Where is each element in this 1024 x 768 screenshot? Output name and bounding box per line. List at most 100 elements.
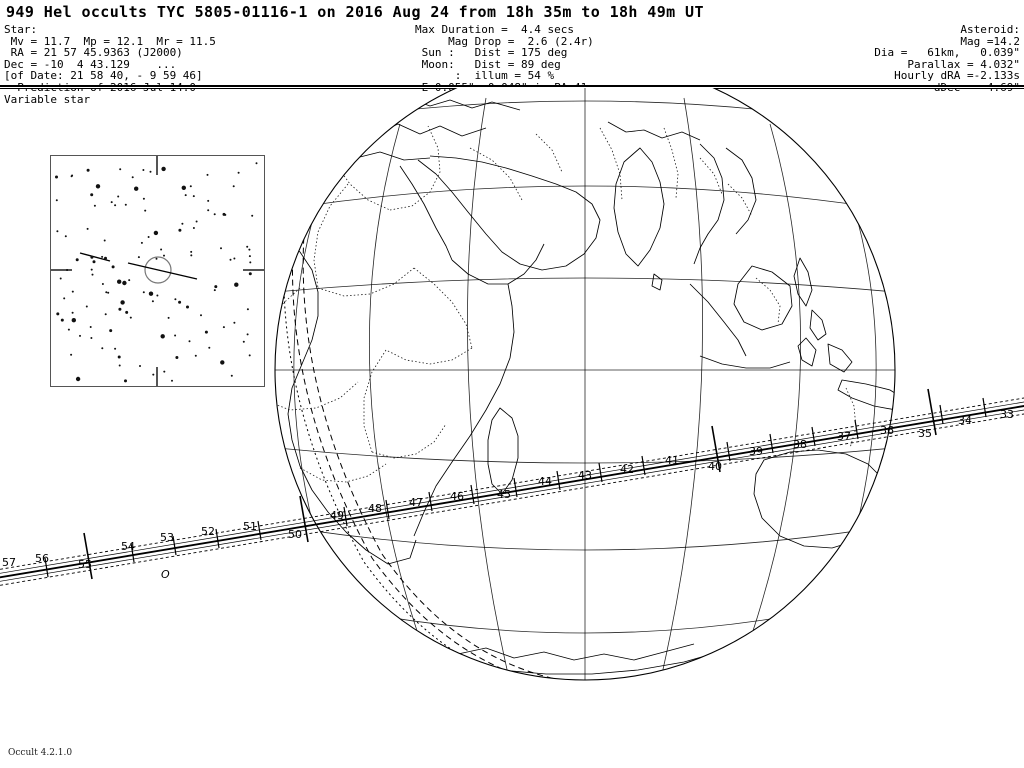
star-point	[60, 318, 64, 322]
path-minute-label: 46	[450, 490, 464, 503]
star-point	[171, 379, 173, 382]
star-point	[184, 194, 187, 197]
app-version-label: Occult 4.2.1.0	[8, 748, 73, 758]
star-point	[139, 365, 141, 367]
star-point	[174, 298, 177, 301]
star-point	[90, 337, 93, 339]
star-point	[152, 373, 155, 376]
star-point	[208, 346, 211, 349]
star-point	[148, 291, 154, 296]
path-minute-label: 52	[201, 525, 215, 538]
star-point	[214, 285, 218, 289]
finder-chart-inset	[50, 155, 265, 387]
path-minute-label: 49	[330, 509, 344, 522]
path-minute-label: 54	[121, 540, 135, 553]
path-minute-ticks	[44, 388, 987, 580]
star-point	[101, 347, 104, 350]
star-point	[178, 228, 182, 232]
star-point	[128, 279, 131, 282]
star-point	[129, 316, 132, 319]
star-point	[181, 185, 186, 190]
path-minute-label: 56	[35, 552, 49, 565]
star-point	[64, 235, 67, 238]
star-point	[59, 277, 62, 280]
star-point	[149, 170, 152, 173]
star-field	[55, 162, 258, 383]
star-point	[246, 333, 249, 336]
star-point	[246, 245, 249, 248]
star-point	[144, 209, 147, 212]
header: 949 Hel occults TYC 5805-01116-1 on 2016…	[0, 0, 1024, 93]
star-point	[56, 312, 60, 316]
path-minute-label: 35	[918, 427, 932, 440]
star-point	[90, 268, 93, 271]
star-point	[117, 355, 121, 359]
path-centre-line	[0, 405, 1024, 579]
star-point	[189, 185, 192, 188]
star-point	[118, 364, 121, 367]
star-point	[101, 255, 104, 258]
path-minute-label: 57	[2, 556, 16, 569]
path-minute-label: 38	[793, 438, 807, 451]
star-point	[85, 305, 88, 308]
star-point	[55, 199, 58, 202]
star-point	[151, 300, 154, 303]
star-point	[142, 291, 145, 294]
star-point	[248, 272, 252, 276]
star-point	[105, 291, 108, 294]
world-map-plot: 57 56 55 54 53 52 51 50 49 48 47 46 45 44 43 42 41 40 39 38…	[0, 88, 1024, 768]
star-point	[161, 166, 166, 172]
star-point	[234, 282, 239, 287]
star-point	[107, 291, 110, 294]
path-minute-label: 50	[288, 528, 302, 541]
star-point	[147, 236, 150, 238]
star-point	[95, 184, 101, 189]
inset-border	[50, 155, 265, 387]
star-point	[55, 175, 58, 179]
star-point	[124, 203, 127, 206]
star-point	[220, 360, 225, 365]
star-point	[103, 239, 106, 242]
path-minute-label: 43	[578, 469, 592, 482]
star-point	[109, 329, 113, 333]
star-point	[67, 328, 70, 331]
path-minute-label: 37	[837, 430, 851, 443]
path-minute-label: 39	[749, 445, 763, 458]
path-minute-label: 36	[880, 424, 894, 437]
star-point	[124, 379, 127, 383]
target-star-circle	[144, 256, 172, 284]
star-point	[142, 169, 145, 171]
star-point	[90, 193, 94, 197]
star-point	[142, 197, 145, 200]
star-point	[249, 261, 252, 264]
star-point	[160, 334, 165, 339]
page-title: 949 Hel occults TYC 5805-01116-1 on 2016…	[6, 3, 704, 21]
path-minute-label: 33	[1000, 408, 1014, 421]
star-point	[90, 255, 94, 259]
star-point	[188, 340, 191, 343]
star-point	[104, 313, 107, 316]
star-point	[114, 347, 117, 350]
star-point	[91, 273, 94, 276]
star-point	[190, 254, 193, 257]
star-point	[134, 186, 139, 191]
star-point	[118, 307, 122, 311]
star-info-block: Star: Mv = 11.7 Mp = 12.1 Mr = 11.5 RA =…	[4, 23, 216, 93]
star-point	[160, 248, 163, 251]
star-point	[222, 212, 226, 216]
star-point	[200, 314, 202, 317]
star-point	[192, 227, 195, 229]
path-label-layer: 57 56 55 54 53 52 51 50 49 48 47 46 45 44 43 42 41 40 39 38…	[2, 408, 1014, 571]
star-point	[206, 173, 209, 176]
star-point	[186, 305, 189, 309]
star-point	[119, 168, 122, 171]
open-circle-marker: O	[161, 568, 170, 581]
path-minute-label: 42	[620, 463, 634, 476]
star-point	[114, 204, 117, 207]
star-point	[101, 283, 104, 285]
path-minute-label: 55	[78, 558, 92, 571]
star-point	[110, 201, 113, 204]
star-point	[174, 334, 177, 337]
path-minute-label: 40	[708, 460, 722, 473]
star-point	[222, 326, 225, 329]
